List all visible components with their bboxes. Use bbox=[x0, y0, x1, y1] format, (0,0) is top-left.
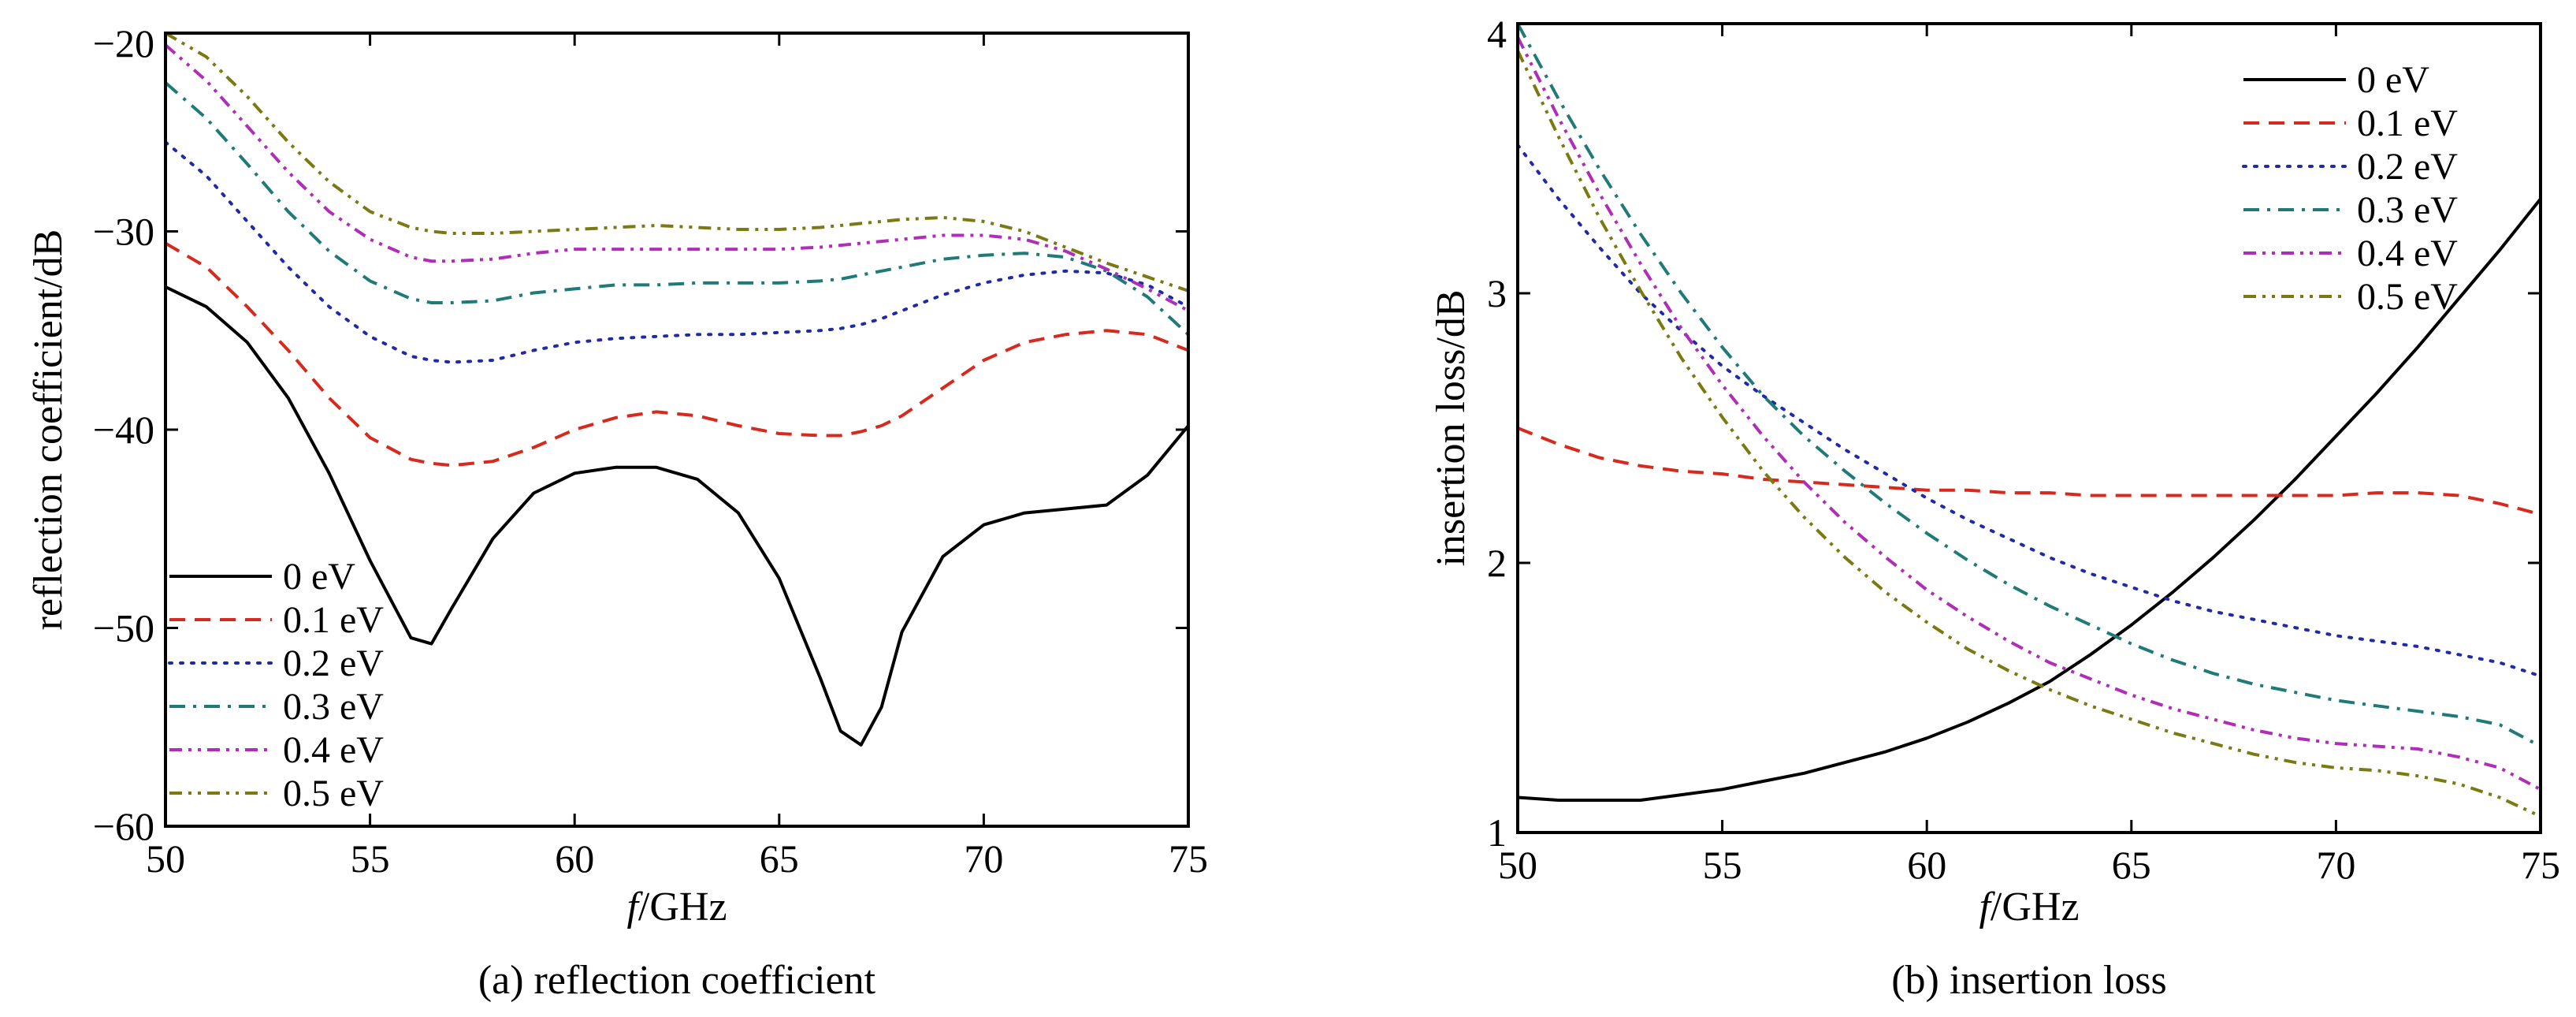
x-axis-label: f/GHz bbox=[626, 885, 727, 929]
y-tick-label: 1 bbox=[1487, 810, 1507, 855]
legend: 0 eV0.1 eV0.2 eV0.3 eV0.4 eV0.5 eV bbox=[2242, 59, 2458, 318]
x-tick-label: 50 bbox=[1498, 843, 1537, 887]
legend-label: 0 eV bbox=[283, 556, 355, 598]
x-tick-label: 55 bbox=[1703, 843, 1742, 887]
series-line-3 bbox=[165, 81, 1188, 336]
legend-label: 0.3 eV bbox=[2357, 189, 2458, 231]
legend-item: 0.3 eV bbox=[169, 686, 384, 728]
x-axis-label: f/GHz bbox=[1979, 885, 2079, 929]
figure-caption: (a) reflection coefficient bbox=[478, 958, 876, 1003]
legend-label: 0.5 eV bbox=[283, 773, 384, 814]
series-line-1 bbox=[165, 241, 1188, 468]
legend-item: 0.2 eV bbox=[2242, 146, 2458, 188]
legend-label: 0 eV bbox=[2357, 59, 2429, 101]
legend-label: 0.4 eV bbox=[2357, 233, 2458, 274]
y-tick-label: 4 bbox=[1487, 12, 1507, 56]
plot-frame bbox=[1516, 22, 2542, 834]
x-tick-label: 60 bbox=[1907, 843, 1946, 887]
legend-label: 0.2 eV bbox=[283, 643, 384, 684]
legend-item: 0.5 eV bbox=[2243, 276, 2458, 318]
x-tick-label: 60 bbox=[555, 836, 594, 881]
y-axis-label: insertion loss/dB bbox=[1429, 289, 1474, 566]
legend-item: 0.4 eV bbox=[169, 729, 384, 771]
legend-item: 0.3 eV bbox=[2243, 189, 2458, 231]
y-tick-label: −30 bbox=[93, 210, 154, 254]
y-tick-label: −60 bbox=[93, 804, 154, 848]
x-tick-label: 65 bbox=[760, 836, 799, 881]
x-tick-label: 50 bbox=[146, 836, 185, 881]
legend-item: 0 eV bbox=[169, 556, 355, 598]
x-tick-label: 70 bbox=[2316, 843, 2355, 887]
legend-label: 0.1 eV bbox=[2357, 102, 2458, 144]
y-tick-label: −40 bbox=[93, 408, 154, 452]
legend-item: 0.5 eV bbox=[169, 773, 384, 814]
x-tick-label: 55 bbox=[351, 836, 390, 881]
legend-item: 0.1 eV bbox=[169, 599, 384, 641]
x-axis-label-unit: /GHz bbox=[1991, 885, 2080, 929]
series-line-3 bbox=[1518, 24, 2541, 748]
x-tick-label: 75 bbox=[1169, 836, 1208, 881]
chart-a: 50 55 60 65 70 75 −60 −50 −40 −30 −20 f/GHz reflecti… bbox=[26, 21, 1208, 1003]
y-tick-label: 3 bbox=[1487, 271, 1507, 315]
y-tick-label: −50 bbox=[93, 606, 154, 650]
series-line-0 bbox=[165, 285, 1188, 747]
series-line-0 bbox=[1518, 198, 2541, 802]
legend-item: 0 eV bbox=[2243, 59, 2429, 101]
series-line-4 bbox=[1518, 36, 2541, 792]
y-tick-label: −20 bbox=[93, 21, 154, 65]
chart-b: 50 55 60 65 70 75 1 2 3 4 f/GHz insertion loss/dB (b… bbox=[1429, 12, 2560, 1003]
legend-label: 0.2 eV bbox=[2357, 146, 2458, 188]
legend: 0 eV0.1 eV0.2 eV0.3 eV0.4 eV0.5 eV bbox=[168, 556, 384, 814]
series-line-5 bbox=[1518, 50, 2541, 818]
series-line-4 bbox=[165, 43, 1188, 312]
legend-label: 0.4 eV bbox=[283, 729, 384, 771]
legend-label: 0.1 eV bbox=[283, 599, 384, 641]
x-tick-label: 75 bbox=[2521, 843, 2560, 887]
legend-item: 0.4 eV bbox=[2243, 233, 2458, 274]
legend-item: 0.1 eV bbox=[2243, 102, 2458, 144]
legend-label: 0.3 eV bbox=[283, 686, 384, 728]
y-axis-label: reflection coefficient/dB bbox=[26, 229, 71, 631]
x-axis-label-unit: /GHz bbox=[638, 885, 727, 929]
y-tick-label: 2 bbox=[1487, 541, 1507, 585]
legend-item: 0.2 eV bbox=[168, 643, 384, 684]
x-tick-label: 65 bbox=[2112, 843, 2151, 887]
x-tick-label: 70 bbox=[964, 836, 1003, 881]
figure-caption: (b) insertion loss bbox=[1891, 958, 2167, 1003]
series-line-1 bbox=[1518, 427, 2541, 516]
series-line-5 bbox=[165, 33, 1188, 292]
series-line-2 bbox=[165, 140, 1188, 364]
legend-label: 0.5 eV bbox=[2357, 276, 2458, 318]
